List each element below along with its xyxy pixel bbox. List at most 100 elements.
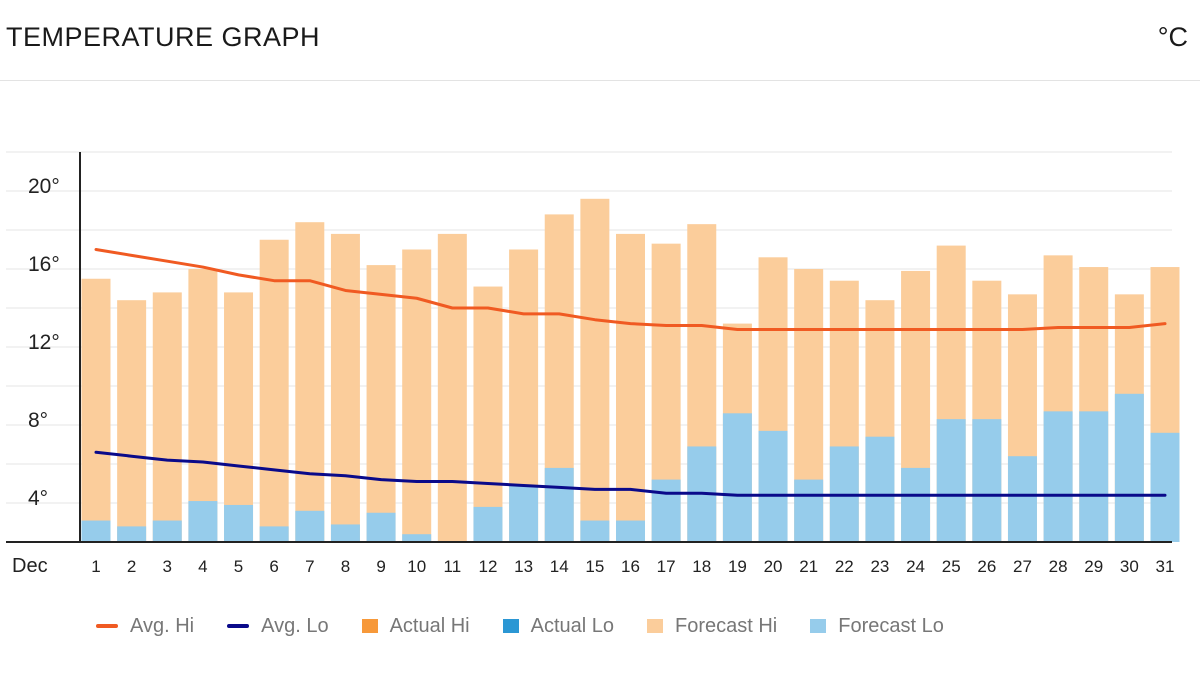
forecast-lo-bar	[224, 504, 254, 542]
forecast-lo-bar	[1114, 393, 1144, 542]
x-tick-label: 18	[692, 557, 711, 576]
forecast-lo-bar	[509, 485, 539, 542]
unit-toggle[interactable]: °C	[1157, 22, 1188, 52]
y-tick-label: 16°	[28, 253, 60, 276]
x-tick-label: 15	[585, 557, 604, 576]
forecast-hi-bar	[117, 300, 147, 542]
legend-item[interactable]: Actual Hi	[361, 614, 470, 638]
legend-box-swatch	[502, 619, 519, 633]
x-tick-label: 31	[1156, 557, 1175, 576]
forecast-hi-bar	[437, 233, 467, 542]
forecast-lo-bar	[865, 436, 895, 542]
x-tick-label: 6	[269, 557, 278, 576]
legend-label: Actual Lo	[530, 614, 614, 637]
forecast-hi-bar	[259, 239, 289, 542]
x-tick-label: 11	[444, 557, 462, 576]
forecast-lo-bar	[901, 467, 931, 542]
avg-hi-line	[94, 248, 1167, 331]
x-tick-label: 4	[198, 557, 207, 576]
forecast-lo-bar	[580, 520, 610, 542]
legend-item[interactable]: Forecast Lo	[810, 615, 944, 638]
forecast-hi-bar	[402, 249, 432, 542]
x-tick-label: 3	[163, 557, 172, 576]
x-tick-label: 28	[1049, 557, 1068, 576]
forecast-hi-bar	[81, 278, 111, 542]
forecast-lo-bar	[117, 526, 147, 542]
forecast-hi-bar	[473, 286, 503, 542]
x-tick-label: 30	[1120, 557, 1139, 576]
forecast-lo-bar	[1007, 456, 1037, 542]
x-tick-label: 14	[550, 557, 569, 576]
x-tick-label: 7	[305, 557, 314, 576]
legend-label: Avg. Hi	[130, 614, 195, 637]
x-tick-label: 12	[479, 557, 498, 576]
chart-legend: Avg. Hi Avg. Lo Actual Hi Actual Lo Forecast…	[96, 612, 977, 640]
x-tick-label: 13	[514, 557, 533, 576]
legend-box-swatch	[361, 619, 378, 633]
forecast-lo-bar	[259, 526, 289, 542]
x-tick-label: 20	[764, 557, 783, 576]
x-tick-label: 22	[835, 557, 854, 576]
x-tick-label: 29	[1084, 557, 1103, 576]
x-tick-label: 26	[977, 557, 996, 576]
forecast-lo-bar	[936, 419, 966, 542]
legend-box-swatch	[810, 619, 827, 633]
legend-item[interactable]: Forecast Hi	[647, 615, 777, 638]
forecast-hi-bar	[152, 292, 182, 542]
legend-line-swatch	[227, 624, 250, 628]
forecast-hi-bar	[188, 269, 218, 542]
x-tick-label: 16	[621, 557, 640, 576]
x-tick-label: 5	[234, 557, 243, 576]
forecast-lo-bar	[1079, 411, 1109, 542]
forecast-lo-bar	[366, 512, 396, 542]
chart-title: TEMPERATURE GRAPH	[6, 22, 321, 52]
y-tick-label: 12°	[28, 331, 60, 354]
legend-item[interactable]: Actual Lo	[502, 614, 614, 638]
forecast-lo-bar	[188, 501, 218, 542]
y-tick-label: 4°	[28, 487, 48, 510]
forecast-lo-bar	[972, 419, 1002, 542]
x-tick-label: 27	[1013, 557, 1032, 576]
temperature-chart: 4°8°12°16°20°Dec 1 2 3 4 5 6 7 8 9 10 11 12 13 14 15 16 1…	[6, 151, 1180, 577]
x-tick-label: 23	[870, 557, 889, 576]
x-tick-label: 24	[906, 557, 925, 576]
forecast-hi-bar	[366, 265, 396, 542]
forecast-hi-bar	[295, 222, 325, 542]
x-tick-label: 1	[91, 557, 100, 576]
forecast-lo-bar	[473, 506, 503, 542]
forecast-lo-bar	[330, 524, 360, 542]
forecast-lo-bar	[794, 479, 824, 542]
x-tick-label: 2	[127, 557, 136, 576]
avg-lo-line	[94, 450, 1167, 497]
x-tick-label: 9	[376, 557, 385, 576]
legend-item[interactable]: Avg. Hi	[96, 615, 194, 638]
forecast-lo-bar	[402, 534, 432, 542]
x-tick-label: 8	[341, 557, 350, 576]
forecast-lo-bar	[81, 520, 111, 542]
forecast-hi-bar	[224, 292, 254, 542]
forecast-lo-bar	[152, 520, 182, 542]
forecast-lo-bar	[616, 520, 645, 542]
legend-item[interactable]: Avg. Lo	[227, 614, 329, 638]
x-tick-label: 17	[657, 557, 676, 576]
forecast-hi-bar	[616, 233, 645, 542]
legend-label: Avg. Lo	[261, 614, 329, 637]
x-tick-label: 19	[728, 557, 747, 576]
legend-line-swatch	[96, 624, 118, 628]
legend-label: Forecast Hi	[675, 614, 778, 637]
forecast-lo-bar	[544, 467, 574, 542]
forecast-lo-bar	[651, 479, 681, 542]
x-tick-label: 10	[407, 557, 426, 576]
y-tick-label: 8°	[28, 409, 48, 432]
y-tick-label: 20°	[28, 175, 60, 198]
month-label: Dec	[12, 555, 48, 577]
x-tick-label: 21	[799, 557, 818, 576]
legend-label: Actual Hi	[389, 614, 470, 637]
x-tick-label: 25	[942, 557, 961, 576]
forecast-lo-bar	[722, 413, 752, 542]
forecast-lo-bar	[758, 430, 788, 542]
forecast-hi-bar	[580, 198, 610, 543]
header: TEMPERATURE GRAPH °C	[0, 0, 1200, 81]
legend-box-swatch	[647, 619, 663, 633]
forecast-lo-bar	[1150, 432, 1180, 542]
